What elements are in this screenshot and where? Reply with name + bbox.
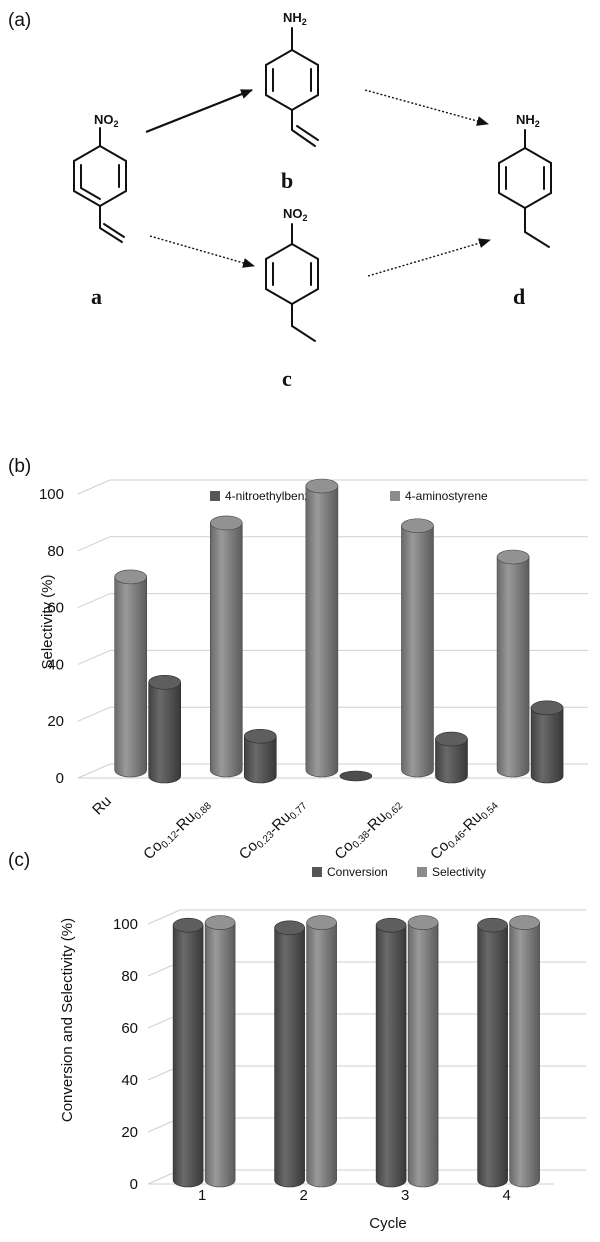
chart-b-category-subscript: 0.88	[192, 800, 214, 822]
chart-c-category-label: 4	[502, 1187, 510, 1204]
panel-c-label: (c)	[8, 850, 30, 871]
chart-c-bar-selectivity-1	[306, 915, 337, 1188]
panel-a-label: (a)	[8, 10, 31, 31]
chart-b-legend-label: 4-aminostyrene	[405, 489, 488, 503]
chart-b-bar-aminostyrene-0	[114, 569, 147, 778]
chart-b-legend-label: 4-nitroethylbenzene	[225, 489, 331, 503]
arrow-c-to-d	[367, 238, 491, 277]
chart-c-bar-selectivity-3	[509, 915, 540, 1188]
chart-c-recycling: 0 20 40 60 80 100 Conversion and Selectivity (…	[59, 865, 586, 1232]
chart-c-bar-conversion-3	[477, 917, 508, 1188]
chart-c-legend-swatch	[312, 867, 322, 877]
compound-d-nh2: NH2	[516, 112, 540, 129]
chart-b-ytick-label: 0	[56, 770, 64, 787]
chart-b-category-label: Co0.12-Ru0.88	[140, 793, 214, 867]
chart-c-category-label: 3	[401, 1187, 409, 1204]
chart-b-gridline-skew	[77, 536, 111, 552]
chart-c-category-label: 1	[198, 1187, 206, 1204]
compound-b-nh2: NH2	[283, 10, 307, 27]
chart-b-ylabel: Selectivity (%)	[39, 574, 56, 669]
compound-b: NH2 b	[265, 10, 319, 193]
chart-c-category-label: 2	[299, 1187, 307, 1204]
chart-c-xlabel: Cycle	[369, 1215, 407, 1232]
chart-c-legend-label: Conversion	[327, 865, 388, 879]
chart-c-ytick-label: 100	[113, 916, 138, 933]
compound-a: NO2 a	[73, 112, 127, 309]
chart-b-gridline-skew	[77, 593, 111, 609]
chart-c-ytick-label: 0	[130, 1176, 138, 1193]
chart-b-category-label: Co0.38-Ru0.62	[331, 793, 405, 867]
chart-b-bar-nitroethylbenzene-2	[339, 770, 373, 782]
compound-b-label: b	[281, 168, 293, 193]
chart-c-legend-swatch	[417, 867, 427, 877]
chart-b-category-subscript: 0.77	[288, 800, 310, 822]
compound-c-label: c	[282, 366, 292, 391]
chart-b-ytick-label: 100	[39, 486, 64, 503]
compound-d: NH2 d	[498, 112, 552, 309]
chart-b-category-subscript: 0.54	[479, 800, 501, 822]
chart-b-legend-swatch	[210, 491, 220, 501]
chart-b-bar-aminostyrene-4	[496, 549, 530, 778]
chart-b-bar-nitroethylbenzene-3	[435, 731, 468, 784]
chart-b-bar-aminostyrene-1	[209, 515, 243, 778]
chart-b-ytick-label: 40	[47, 656, 64, 673]
compound-a-no2: NO2	[94, 112, 119, 129]
chart-b-gridline-skew	[77, 479, 111, 495]
chart-c-bar-selectivity-2	[407, 915, 439, 1188]
chart-b-gridline-skew	[77, 649, 111, 665]
reaction-scheme: NO2 a NH2 b NO2	[73, 10, 552, 391]
chart-b-category-label: Ru	[89, 793, 115, 819]
chart-b-category-label: Co0.46-Ru0.54	[427, 793, 501, 867]
compound-c-no2: NO2	[283, 206, 308, 223]
chart-b-ytick-label: 60	[47, 600, 64, 617]
chart-c-ytick-label: 80	[121, 968, 138, 985]
chart-b-bar-nitroethylbenzene-4	[530, 700, 564, 784]
panel-b-label: (b)	[8, 456, 31, 477]
chart-c-bar-conversion-0	[172, 917, 204, 1188]
chart-b-gridline-skew	[77, 706, 111, 722]
arrow-a-to-c	[149, 235, 255, 268]
compound-d-label: d	[513, 284, 525, 309]
chart-b-category-subscript: 0.62	[384, 800, 406, 822]
chart-c-legend-label: Selectivity	[432, 865, 486, 879]
arrow-b-to-d	[364, 89, 489, 126]
chart-b-bar-aminostyrene-3	[401, 518, 434, 778]
chart-b-ytick-label: 80	[47, 543, 64, 560]
chart-b-selectivity: 0 20 40 60 80 100 Selectivity (%) 4-nitroethylb…	[39, 478, 588, 867]
chart-c-ytick-label: 20	[121, 1124, 138, 1141]
chart-b-bar-aminostyrene-2	[305, 478, 339, 778]
arrow-a-to-b	[145, 88, 253, 134]
chart-c-gridline-skew	[147, 909, 181, 925]
chart-c-ylabel: Conversion and Selectivity (%)	[59, 918, 76, 1122]
chart-b-bar-nitroethylbenzene-1	[243, 728, 277, 784]
chart-c-ytick-label: 40	[121, 1072, 138, 1089]
chart-b-legend-swatch	[390, 491, 400, 501]
chart-c-bar-conversion-2	[375, 917, 407, 1188]
chart-b-bar-nitroethylbenzene-0	[148, 674, 181, 784]
chart-c-bar-conversion-1	[274, 920, 305, 1188]
chart-b-ytick-label: 20	[47, 713, 64, 730]
chart-b-category-label: Co0.23-Ru0.77	[236, 793, 310, 867]
chart-c-ytick-label: 60	[121, 1020, 138, 1037]
chart-c-bar-selectivity-0	[204, 915, 236, 1188]
compound-c: NO2 c	[265, 206, 319, 391]
compound-a-label: a	[91, 284, 102, 309]
chart-b-gridline-skew	[77, 763, 111, 779]
